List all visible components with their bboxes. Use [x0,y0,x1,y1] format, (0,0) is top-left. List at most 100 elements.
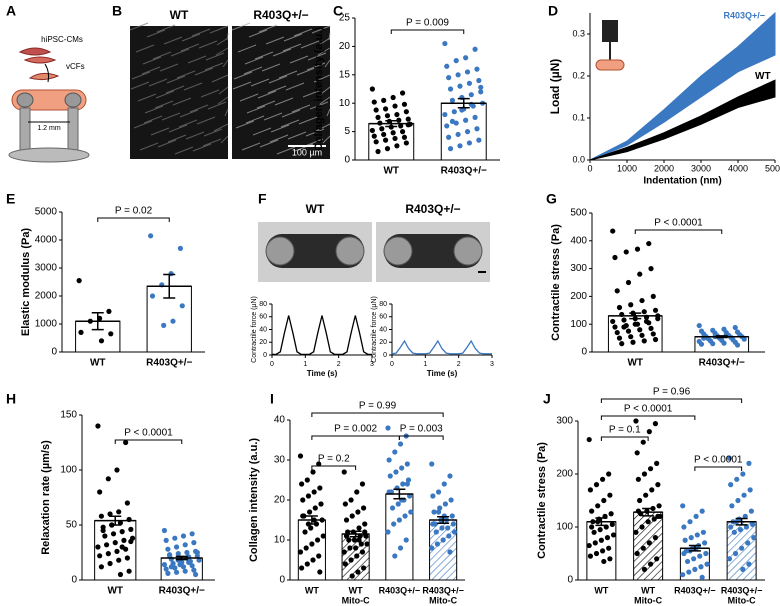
data-point [453,58,459,64]
fiber [218,86,229,95]
data-point [641,566,648,573]
fiber [235,120,255,129]
data-point [450,521,456,527]
data-point [78,329,84,335]
data-point [299,481,305,487]
data-point [364,541,370,547]
y-tick-label: 2000 [35,291,58,302]
significance-bracket [311,435,400,440]
data-point [317,485,323,491]
data-point [476,137,482,143]
fiber [172,97,192,106]
data-point [351,537,358,543]
data-point [114,548,120,555]
data-point [394,111,400,118]
data-point [347,545,353,551]
fiber [192,143,212,152]
x-tick-label: 1 [423,361,427,368]
data-point [463,117,469,123]
fiber [142,56,162,65]
significance-bracket [390,29,465,34]
x-tick-label: Mito-C [429,595,457,605]
fiber [181,33,201,42]
scale-label: 100 µm [292,147,322,157]
fiber [215,47,229,56]
image-title: R403Q+/− [253,8,308,22]
data-point [630,339,636,345]
data-point [429,461,435,467]
data-point [354,489,360,495]
fiber [194,67,214,76]
fiber [187,55,207,64]
data-point [591,529,597,535]
fiber [141,66,161,75]
y-axis-label: Collagen intensity (a.u.) [313,27,325,151]
data-point [177,562,183,568]
post [453,236,483,266]
fiber [287,131,307,140]
data-point [616,335,623,341]
data-point [625,279,632,286]
series-label: WT [755,71,771,82]
y-axis-label: Load (µN) [548,59,562,115]
data-point [403,140,409,146]
fiber [291,104,311,113]
fiber [250,78,270,87]
data-point [398,123,404,129]
fiber [222,59,229,68]
data-point [408,509,414,515]
data-point [699,574,705,580]
y-tick-label: 0 [383,352,387,359]
data-point [474,126,480,132]
fiber [243,66,263,75]
data-point [740,566,746,573]
data-point [126,568,132,574]
data-point [688,535,694,541]
fiber [244,56,264,65]
data-point [97,489,103,495]
data-point [632,321,638,327]
data-point [692,566,698,573]
cell [18,47,52,56]
data-point [402,513,408,519]
data-point [369,86,375,92]
data-point [442,40,448,47]
data-point [437,505,443,511]
data-point [646,240,652,247]
data-point [163,537,169,544]
fiber [326,108,331,117]
data-point [385,425,391,431]
fiber [179,109,199,118]
fiber [189,104,209,113]
data-point [447,549,453,555]
data-point [360,565,367,571]
data-point [399,90,406,96]
y-tick-label: 300 [556,416,573,427]
fiber [270,124,290,133]
fiber [283,33,303,42]
fiber [174,146,194,155]
p-value: P = 0.1 [609,425,641,436]
data-point [173,569,180,575]
data-point [650,331,656,337]
data-point [647,561,654,567]
data-point [448,497,454,503]
data-point [710,341,716,347]
y-tick-label: 150 [60,410,77,421]
data-point [317,569,323,575]
fiber [183,82,203,91]
fiber [305,128,325,137]
data-point [599,548,606,554]
data-point [397,441,404,447]
data-point [652,307,659,313]
data-point [696,322,702,329]
y-tick-label: 20 [379,339,387,346]
data-point [698,341,705,347]
fiber [204,62,224,71]
data-point [394,143,400,149]
data-point [356,525,362,531]
data-point [637,497,643,504]
error-bar [298,515,326,525]
panel-letter: I [270,391,274,407]
fiber [289,55,309,64]
